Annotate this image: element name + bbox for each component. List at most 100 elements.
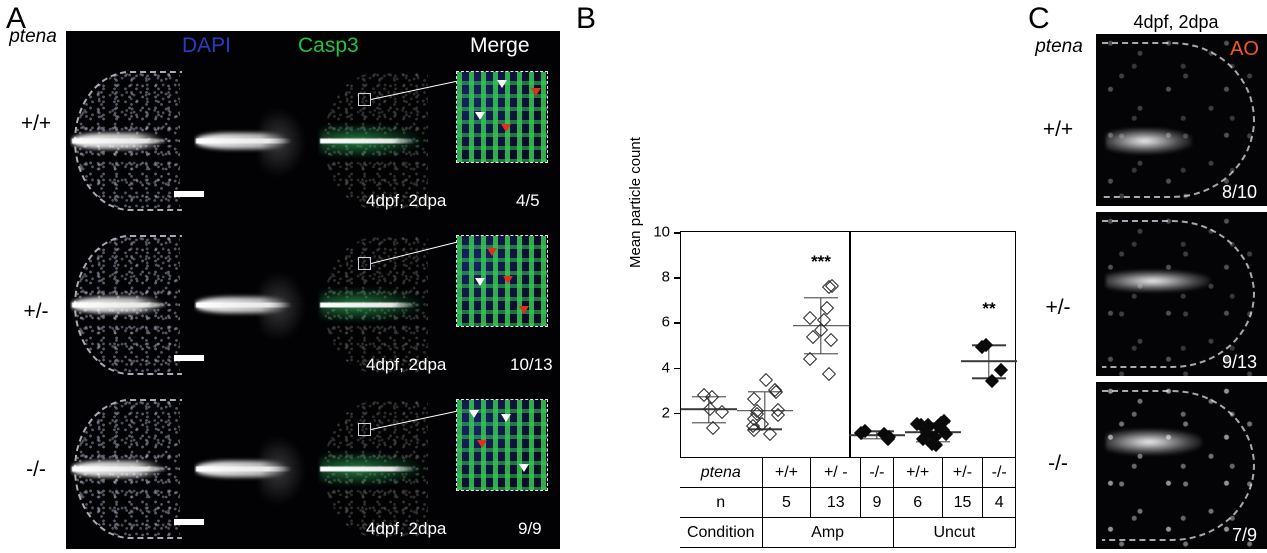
table-cell: -/-: [860, 457, 894, 488]
panel-a-inset-source-wt: [358, 93, 371, 106]
chart-significance-marker: ***: [811, 251, 831, 271]
chart-condition-separator: [849, 232, 851, 458]
white-arrowhead-icon: [475, 278, 485, 286]
chart-data-point: [802, 311, 817, 326]
table-cell: 9: [860, 487, 894, 518]
white-arrowhead-icon: [475, 112, 485, 120]
table-cell: +/-: [941, 457, 984, 488]
chart-error-cap: [748, 428, 782, 430]
table-cell: 6: [892, 487, 943, 518]
panel-a-image-dapi-wt: [70, 63, 188, 219]
white-arrowhead-icon: [501, 414, 511, 422]
panel-a-image-dapi-het: [70, 227, 188, 383]
panel-a-image-dapi-mut: [70, 391, 188, 547]
panel-a-caption-wt: 4dpf, 2dpa: [366, 191, 447, 210]
table-row-header: Condition: [680, 517, 763, 548]
panel-a-image-merge-mut: [318, 391, 436, 547]
panel-c-image-wt: AO 8/10: [1096, 34, 1267, 206]
chart-mean-line: [961, 360, 1017, 363]
panel-a-gene-label: ptena: [9, 26, 57, 47]
chart-error-cap: [860, 437, 894, 440]
panel-c-fraction-het: 9/13: [1221, 352, 1257, 372]
table-cell: 4: [982, 487, 1016, 518]
chart-data-point: [714, 405, 729, 420]
panel-a-image-casp3-mut: [194, 391, 312, 547]
panel-c-gene-label: ptena: [1035, 36, 1083, 57]
red-arrowhead-icon: [503, 276, 513, 284]
panel-c: C 4dpf, 2dpa ptena +/+ +/- -/- AO 8/10 9…: [1024, 0, 1267, 553]
panel-a-image-merge-het: [318, 227, 436, 383]
chart-data-point: [824, 332, 839, 348]
chart-group-table: ptena +/+ +/ - -/- +/+ +/- -/- n 5 13 9 6 15 4 Conditi…: [680, 457, 1017, 548]
panel-a-header-merge: Merge: [470, 34, 530, 57]
table-cell: 13: [810, 487, 862, 518]
panel-a-row-label-mut: -/-: [26, 458, 46, 481]
panel-a-scalebar-het: [174, 355, 204, 361]
panel-a-image-casp3-wt: [194, 63, 312, 219]
panel-b: B Mean particle count 2 4 6 8 10 *** ** ptena +…: [572, 0, 1024, 553]
chart-error-cap: [692, 395, 726, 398]
white-arrowhead-icon: [519, 464, 529, 472]
chart-data-point: [746, 391, 762, 406]
panel-a-scalebar-mut: [174, 519, 204, 525]
panel-a-row-label-wt: +/+: [20, 112, 52, 135]
chart-error-cap: [748, 391, 782, 393]
panel-a-image-grid: DAPI Casp3 Merge 4dpf, 2dpa 4/5: [66, 31, 560, 549]
chart-y-tick-label: 6: [661, 313, 670, 331]
table-cell: +/ -: [810, 457, 862, 488]
table-condition-cell: Uncut: [892, 517, 1017, 548]
panel-a-scalebar-wt: [174, 191, 204, 197]
white-arrowhead-icon: [469, 410, 479, 418]
panel-a-image-casp3-het: [194, 227, 312, 383]
table-cell: +/+: [892, 457, 943, 488]
chart-y-tick-label: 2: [661, 404, 670, 422]
panel-c-title: 4dpf, 2dpa: [1133, 12, 1219, 32]
panel-a-fraction-mut: 9/9: [518, 519, 542, 538]
chart-error-cap: [804, 352, 838, 355]
panel-c-fraction-mut: 7/9: [1231, 525, 1257, 545]
chart-y-tick-label: 4: [661, 359, 670, 377]
chart-y-tick: [674, 367, 681, 370]
panel-c-letter: C: [1028, 2, 1050, 35]
table-row-header: ptena: [680, 457, 763, 488]
panel-b-letter: B: [576, 2, 597, 35]
panel-c-image-mut: 7/9: [1096, 382, 1267, 549]
panel-a-letter: A: [6, 2, 27, 35]
chart-error-cap: [692, 421, 726, 424]
table-row: Condition Amp Uncut: [680, 517, 1017, 548]
panel-a-inset-source-mut: [358, 423, 371, 436]
panel-a-inset-mut: [456, 399, 548, 491]
table-row-header: n: [680, 487, 763, 518]
chart-mean-line: [793, 324, 849, 327]
panel-a-fraction-het: 10/13: [510, 355, 553, 374]
red-arrowhead-icon: [501, 124, 511, 132]
panel-a-inset-het: [456, 235, 548, 327]
chart-y-tick-label: 10: [653, 223, 670, 241]
panel-a-inset-wt: [456, 71, 548, 163]
chart-data-point: [821, 366, 836, 381]
panel-a: A ptena +/+ +/- -/- DAPI Casp3 Merge 4dp…: [0, 0, 570, 553]
chart-error-cap: [860, 430, 894, 433]
white-arrowhead-icon: [497, 80, 507, 88]
panel-a-image-merge-wt: [318, 63, 436, 219]
red-arrowhead-icon: [519, 306, 529, 314]
table-row: ptena +/+ +/ - -/- +/+ +/- -/-: [680, 457, 1016, 488]
panel-a-header-casp3: Casp3: [298, 34, 359, 57]
panel-a-inset-source-het: [358, 257, 371, 270]
red-arrowhead-icon: [531, 88, 541, 96]
panel-a-header-dapi: DAPI: [182, 34, 232, 57]
panel-c-row-label-het: +/-: [1045, 296, 1071, 319]
table-cell: 5: [761, 487, 812, 518]
panel-a-caption-het: 4dpf, 2dpa: [366, 355, 447, 374]
chart-y-tick: [674, 412, 681, 415]
panel-c-image-het: 9/13: [1096, 212, 1267, 376]
chart-data-point: [758, 372, 773, 388]
panel-a-row-label-het: +/-: [23, 300, 49, 323]
chart-mean-line: [849, 434, 905, 436]
table-row: n 5 13 9 6 15 4: [680, 487, 1016, 518]
chart-y-tick: [674, 322, 681, 324]
panel-a-fraction-wt: 4/5: [516, 191, 540, 210]
panel-c-row-label-mut: -/-: [1048, 452, 1068, 475]
chart-y-tick: [674, 232, 681, 234]
chart-data-point: [993, 362, 1008, 377]
